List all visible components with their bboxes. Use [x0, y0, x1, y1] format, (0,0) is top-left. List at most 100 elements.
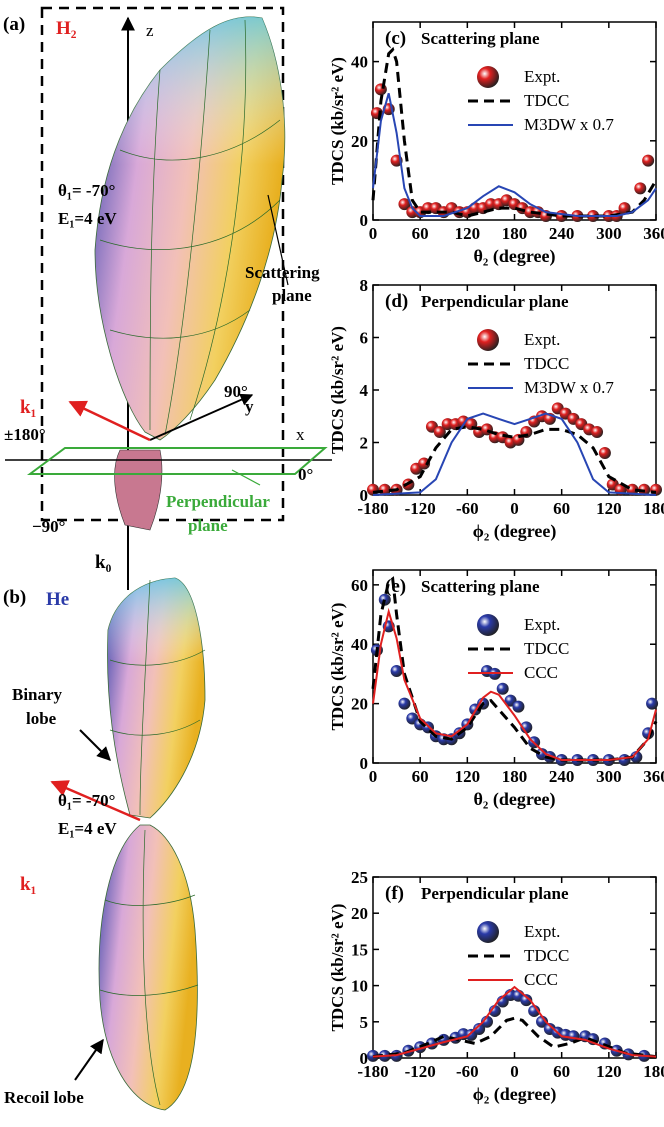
data-point	[630, 751, 643, 764]
x-axis-label: ϕ₂ (degree)	[473, 1084, 557, 1105]
y-tick-label: 6	[360, 329, 369, 348]
legend-marker	[477, 66, 499, 88]
perpendicular-plane	[26, 447, 328, 475]
x-axis-label: θ₂ (degree)	[474, 789, 556, 810]
series-line	[372, 412, 657, 496]
y-tick-label: 0	[360, 211, 369, 230]
data-point	[618, 202, 631, 215]
energy: E₁=4 eV	[58, 209, 117, 228]
series-line	[372, 93, 657, 217]
pointer	[231, 469, 261, 486]
plane-label: plane	[188, 516, 228, 535]
vector-label: k₀	[95, 552, 112, 573]
x-tick-label: 0	[369, 224, 378, 243]
angle: θ₁= -70°	[58, 791, 115, 810]
molecule: H₂	[56, 18, 77, 39]
chart-title: Perpendicular plane	[421, 884, 569, 903]
data-point	[598, 447, 611, 459]
data-point	[536, 1015, 549, 1028]
data-point	[374, 83, 387, 96]
y-tick-label: 5	[360, 1013, 369, 1032]
panel-a: (a) H₂ z θ₁= -70° E₁=4 eV Scattering pla…	[3, 6, 332, 590]
k1-arrow	[68, 400, 151, 442]
series-line	[372, 607, 657, 761]
chart-title: Perpendicular plane	[421, 292, 569, 311]
y-axis-label: TDCS (kb/sr² eV)	[328, 57, 347, 185]
data-point	[634, 182, 647, 195]
data-point	[646, 697, 659, 710]
k1-arrow	[50, 780, 141, 822]
legend-label: Expt.	[524, 615, 560, 634]
y-tick-label: 40	[351, 635, 368, 654]
legend-label: M3DW x 0.7	[524, 378, 614, 397]
series-line	[372, 985, 657, 1058]
x-tick-label: 120	[455, 767, 481, 786]
y-tick-label: 0	[360, 486, 369, 505]
plane-label: Perpendicular	[166, 492, 270, 511]
series-line	[372, 1016, 657, 1059]
x-axis-label: ϕ₂ (degree)	[473, 521, 557, 542]
legend-label: Expt.	[524, 67, 560, 86]
x-tick-label: 60	[553, 499, 570, 518]
panel-label: (a)	[3, 14, 25, 35]
panel-b: (b) He Binary lobe θ₁= -70° E₁=4 eV k₁ R…	[3, 577, 206, 1111]
y-tick-label: 8	[360, 276, 369, 295]
x-tick-label: 300	[596, 767, 622, 786]
energy: E₁=4 eV	[58, 819, 117, 838]
axis-name: x	[296, 425, 305, 444]
y-axis-label: TDCS (kb/sr² eV)	[328, 603, 347, 731]
legend-label: Expt.	[524, 330, 560, 349]
data-point	[390, 664, 403, 677]
data-point	[618, 754, 631, 767]
series-line	[371, 576, 658, 762]
x-tick-label: -120	[405, 1062, 436, 1081]
data-point	[488, 1004, 501, 1017]
x-tick-label: 180	[502, 224, 528, 243]
x-tick-label: 360	[643, 767, 664, 786]
x-axis-label: θ₂ (degree)	[474, 246, 556, 267]
x-tick-label: 0	[510, 1062, 519, 1081]
lobe-label: Recoil lobe	[4, 1088, 84, 1107]
legend-label: TDCC	[524, 354, 569, 373]
angle-label: −90°	[32, 517, 66, 536]
x-tick-label: -120	[405, 499, 436, 518]
x-tick-label: 60	[412, 767, 429, 786]
y-tick-label: 60	[351, 576, 368, 595]
plane-label: plane	[272, 286, 312, 305]
data-point	[378, 593, 391, 606]
x-tick-label: 240	[549, 224, 575, 243]
plot-frame	[372, 876, 657, 1059]
x-tick-label: 240	[549, 767, 575, 786]
panel-label: (e)	[385, 576, 406, 597]
legend-label: Expt.	[524, 922, 560, 941]
x-tick-label: 60	[553, 1062, 570, 1081]
y-tick-label: 20	[351, 132, 368, 151]
lobe-label: lobe	[26, 709, 57, 728]
y-tick-label: 20	[351, 695, 368, 714]
data-point	[398, 198, 411, 211]
legend-label: TDCC	[524, 91, 569, 110]
y-tick-label: 25	[351, 868, 368, 887]
data-point	[520, 994, 533, 1007]
legend-label: M3DW x 0.7	[524, 115, 614, 134]
data-point	[591, 426, 604, 438]
panel-label: (d)	[385, 291, 408, 312]
y-tick-label: 20	[351, 904, 368, 923]
lobe-shade	[95, 16, 285, 440]
lobe-shade	[107, 578, 205, 818]
angle-label: 0°	[298, 465, 313, 484]
data-point	[512, 700, 525, 713]
x-tick-label: 120	[596, 1062, 622, 1081]
angle-label: 90°	[224, 382, 248, 401]
y-tick-label: 4	[360, 381, 369, 400]
x-tick-label: 300	[596, 224, 622, 243]
lobe-mesh	[99, 579, 206, 1106]
x-tick-label: 0	[510, 499, 519, 518]
data-point	[642, 154, 655, 167]
recoil-lobe	[98, 824, 198, 1111]
data-point	[398, 697, 411, 710]
chart-title: Scattering plane	[421, 577, 540, 596]
pointer	[267, 194, 289, 286]
panel-label: (c)	[385, 28, 406, 49]
